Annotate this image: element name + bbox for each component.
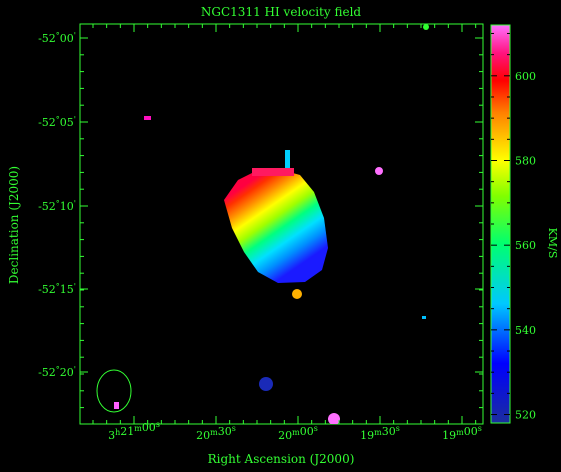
colorbar-tick-label: 580 <box>515 154 536 167</box>
colorbar-tick-label: 600 <box>515 70 536 83</box>
colorbar-ticks: 520 540 560 580 600 <box>491 32 536 422</box>
x-tick-label: 19m00s <box>442 424 482 442</box>
colorbar-tick-label: 560 <box>515 239 536 252</box>
axis-ticks: 3h21m00s 20m30s 20m00s 19m30s 19m00s -52°00' -… <box>38 24 483 442</box>
velocity-field <box>114 24 429 424</box>
noise-spike <box>285 150 290 168</box>
beam-ellipse <box>96 369 132 413</box>
colorbar-tick-label: 540 <box>515 324 536 337</box>
y-tick-label: -52°00' <box>38 31 76 45</box>
y-tick-label: -52°10' <box>38 199 76 213</box>
colorbar-tick-label: 520 <box>515 409 536 422</box>
noise-blob <box>328 413 340 424</box>
x-axis-title: Right Ascension (J2000) <box>208 452 355 466</box>
colorbar <box>491 25 510 423</box>
noise-blob <box>144 116 151 120</box>
galaxy-cap <box>252 168 294 176</box>
y-axis-title: Declination (J2000) <box>7 166 21 284</box>
y-tick-label: -52°20' <box>38 365 76 379</box>
y-tick-label: -52°15' <box>38 282 76 296</box>
y-tick-label: -52°05' <box>38 115 76 129</box>
colorbar-label: KM/S <box>546 228 559 259</box>
x-tick-label: 3h21m00s <box>108 420 160 442</box>
noise-blob <box>375 167 383 175</box>
noise-blob <box>292 289 302 299</box>
x-tick-label: 19m30s <box>360 424 400 442</box>
noise-blob <box>423 24 429 30</box>
chart-title: NGC1311 HI velocity field <box>201 5 362 19</box>
x-tick-label: 20m00s <box>278 424 318 442</box>
noise-blob <box>114 402 119 409</box>
noise-blob <box>259 377 273 391</box>
noise-blob <box>422 316 426 319</box>
galaxy-disk <box>224 170 328 283</box>
x-tick-label: 20m30s <box>196 424 236 442</box>
plot-frame <box>79 23 484 425</box>
